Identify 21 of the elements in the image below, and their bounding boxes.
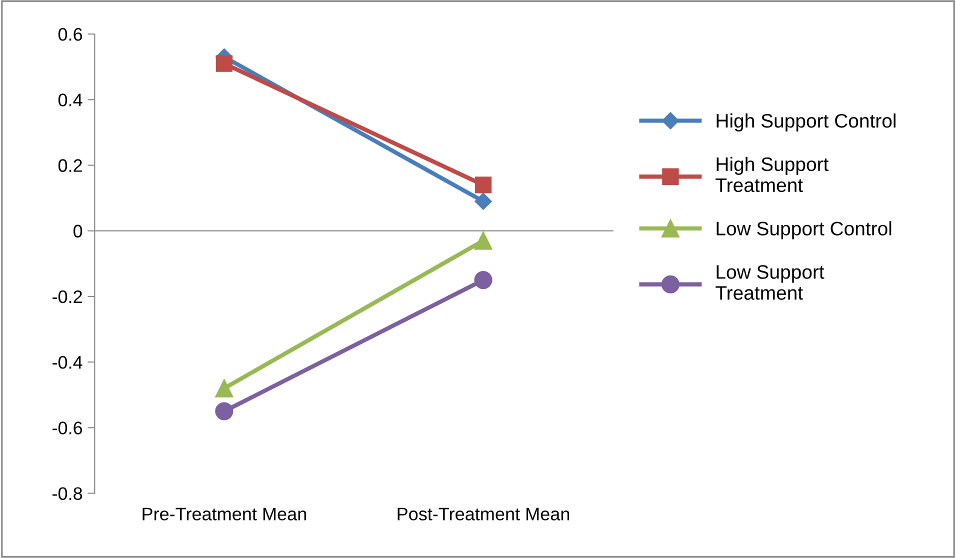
y-tick-label: 0.2 [58, 159, 82, 172]
point [474, 176, 492, 194]
point [215, 379, 234, 398]
point [474, 271, 492, 290]
x-tick-label: Pre-Treatment Mean [142, 508, 306, 520]
y-tick-label: 0.6 [58, 28, 82, 41]
y-tick-label: -0.8 [52, 487, 82, 500]
legend-label: Low Support Control [716, 221, 892, 240]
legend-label: High Support Control [716, 113, 896, 132]
legend-label: High Support Treatment [716, 156, 829, 192]
x-tick-label: Post-Treatment Mean [398, 508, 570, 520]
y-tick-label: 0.4 [58, 94, 82, 106]
point [474, 232, 492, 250]
point [474, 192, 492, 210]
y-tick-label: -0.2 [52, 290, 82, 304]
y-tick-label: -0.6 [52, 422, 82, 434]
legend-label: Low Support Treatment [716, 265, 824, 300]
y-tick-label: -0.4 [52, 356, 82, 369]
point [215, 402, 234, 420]
y-tick-label: 0 [74, 224, 82, 238]
point [216, 55, 233, 72]
